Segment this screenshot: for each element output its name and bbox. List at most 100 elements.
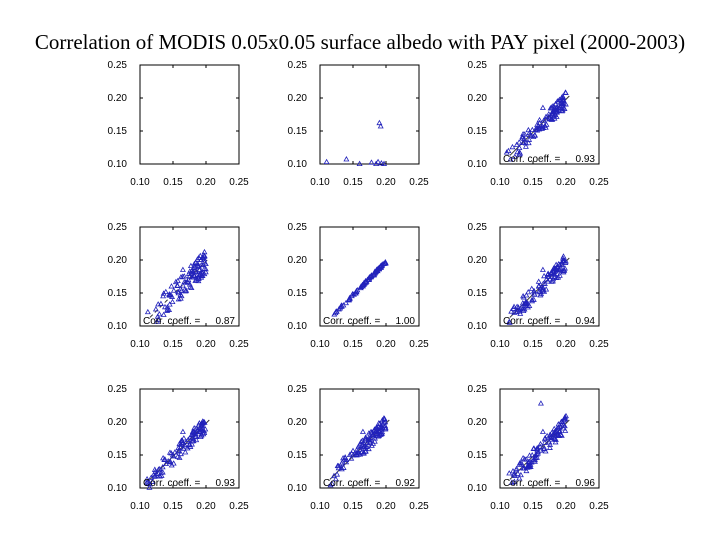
data-point — [529, 297, 536, 304]
corr-label: Corr. coeff. = — [503, 316, 561, 327]
data-point — [541, 436, 548, 442]
x-tick-label: 0.25 — [589, 501, 609, 512]
y-tick-label: 0.25 — [108, 60, 128, 71]
data-point — [174, 453, 181, 459]
corr-value: 1.00 — [396, 316, 416, 327]
data-point — [503, 149, 510, 155]
data-point — [524, 462, 531, 469]
panel-frame — [319, 64, 420, 165]
data-point — [167, 458, 174, 464]
data-point — [350, 447, 357, 453]
data-point — [371, 435, 378, 441]
data-point — [196, 266, 203, 272]
y-tick-label: 0.10 — [288, 483, 308, 494]
data-point — [511, 471, 518, 477]
x-tick-label: 0.25 — [589, 339, 609, 350]
data-point — [198, 432, 205, 438]
data-point — [170, 287, 177, 293]
data-point — [553, 107, 560, 114]
data-point — [360, 449, 367, 455]
data-point — [539, 428, 546, 434]
data-point — [562, 101, 569, 107]
data-point — [552, 439, 559, 445]
data-point — [178, 437, 185, 443]
data-point — [532, 126, 539, 132]
data-point — [546, 273, 553, 279]
data-point — [537, 440, 544, 447]
data-point — [348, 292, 355, 299]
x-tick-label: 0.25 — [229, 339, 249, 350]
data-point — [560, 253, 567, 259]
data-point — [184, 445, 191, 451]
x-tick-label: 0.20 — [376, 501, 396, 512]
data-point — [175, 289, 182, 296]
data-point — [540, 117, 547, 123]
x-tick-label: 0.20 — [556, 339, 576, 350]
data-point — [194, 260, 201, 267]
panel-frame — [499, 64, 600, 165]
data-point — [161, 303, 168, 310]
data-point — [519, 133, 526, 139]
data-point — [552, 436, 559, 442]
data-point — [363, 443, 370, 450]
y-tick-label: 0.10 — [108, 159, 128, 170]
data-point — [368, 442, 375, 448]
corr-value: 0.87 — [216, 316, 236, 327]
x-tick-label: 0.25 — [589, 177, 609, 188]
data-point — [534, 448, 541, 454]
data-point — [547, 441, 554, 448]
data-point — [521, 135, 528, 141]
data-point — [368, 159, 375, 165]
data-point — [361, 279, 367, 286]
data-point — [192, 277, 199, 283]
data-point — [541, 445, 548, 451]
data-point — [555, 421, 562, 427]
data-point — [179, 282, 186, 288]
y-tick-label: 0.10 — [288, 159, 308, 170]
x-tick-label: 0.10 — [130, 177, 150, 188]
panel-frame — [319, 388, 420, 489]
data-point — [187, 262, 194, 269]
corr-label: Corr. coeff. = — [143, 316, 201, 327]
panel-frame — [139, 64, 240, 165]
data-point — [160, 454, 167, 461]
data-point — [343, 156, 350, 162]
data-point — [181, 273, 188, 279]
y-tick-label: 0.25 — [288, 384, 308, 395]
data-point — [201, 427, 208, 434]
data-point — [155, 316, 162, 322]
data-point — [358, 283, 365, 289]
data-point — [536, 116, 543, 123]
data-point — [555, 432, 562, 438]
data-point — [198, 421, 205, 427]
data-point — [513, 465, 520, 471]
data-point — [514, 470, 521, 476]
data-point — [373, 424, 380, 431]
data-point — [156, 310, 163, 317]
data-point — [337, 305, 344, 311]
data-point — [188, 284, 195, 291]
data-point — [546, 444, 553, 450]
data-point — [517, 471, 524, 478]
x-tick-label: 0.25 — [409, 177, 429, 188]
data-point — [544, 432, 551, 439]
data-point — [505, 147, 512, 154]
data-point — [520, 130, 527, 137]
x-tick-label: 0.15 — [163, 501, 183, 512]
data-point — [535, 278, 542, 284]
data-point — [534, 124, 541, 131]
data-point — [523, 467, 530, 474]
x-tick-label: 0.10 — [310, 501, 330, 512]
data-point — [166, 292, 173, 298]
data-point — [547, 105, 554, 111]
data-point — [520, 292, 527, 299]
data-point — [557, 431, 564, 437]
data-point — [525, 288, 532, 295]
data-point — [333, 308, 340, 314]
data-point — [511, 478, 518, 484]
data-point — [371, 438, 378, 444]
y-tick-label: 0.20 — [288, 417, 308, 428]
y-tick-label: 0.25 — [468, 222, 488, 233]
data-point — [365, 276, 372, 282]
